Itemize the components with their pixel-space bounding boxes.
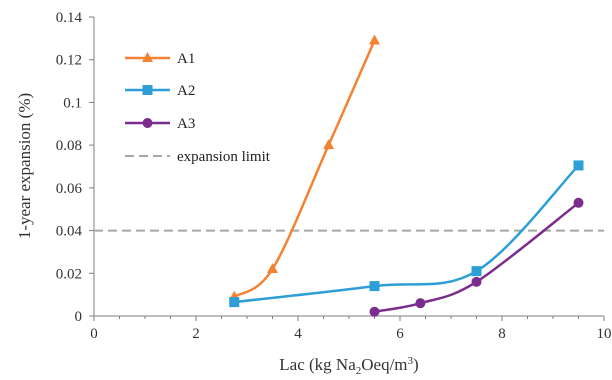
x-tick-label: 10 (597, 326, 612, 342)
x-axis-title-sup: 3 (408, 355, 414, 367)
series-a3-point (369, 306, 380, 317)
x-tick-label: 0 (90, 326, 98, 342)
series-a1-line (233, 39, 376, 298)
y-tick-label: 0 (75, 309, 83, 325)
legend-a1-marker (142, 52, 153, 62)
series-a2-line (234, 164, 580, 304)
series-a1-point (323, 139, 335, 150)
y-tick-label: 0.14 (56, 10, 83, 26)
legend-a1-label: A1 (177, 51, 195, 67)
series-a2-point (229, 297, 240, 308)
y-tick-label: 0.12 (56, 53, 82, 69)
y-tick-label: 0.06 (56, 181, 83, 197)
x-tick-label: 6 (396, 326, 404, 342)
y-tick-label: 0.02 (56, 266, 82, 282)
series-a1-point (267, 263, 278, 274)
series-a3-point (415, 298, 426, 309)
x-tick-label: 4 (294, 326, 302, 342)
series-a3-point (471, 276, 482, 287)
series-a3-line (374, 201, 580, 313)
x-axis-title-mid: Oeq/m (361, 355, 407, 374)
y-tick-label: 0.1 (63, 95, 82, 111)
legend-a3-label: A3 (177, 116, 195, 132)
axes (93, 17, 604, 317)
legend: A1 A2 A3 expansion limit (125, 51, 271, 165)
legend-limit-label: expansion limit (177, 149, 271, 165)
series-a2-point (369, 281, 380, 292)
y-tick-label: 0.04 (56, 224, 83, 240)
x-tick-label: 2 (192, 326, 200, 342)
legend-a2-marker (142, 85, 153, 95)
y-tick-label: 0.08 (56, 138, 82, 154)
legend-a3-marker (142, 118, 153, 128)
series-a2-point (471, 266, 482, 277)
x-axis-title-pre: Lac (kg Na (279, 355, 356, 374)
series-group (228, 34, 584, 317)
y-axis-title: 1-year expansion (%) (15, 93, 34, 239)
series-a1-point (369, 34, 380, 45)
x-axis-title: Lac (kg Na2Oeq/m3) (279, 355, 418, 377)
x-axis-title-post: ) (413, 355, 419, 374)
series-a3-point (573, 197, 584, 208)
series-a2-point (573, 160, 584, 171)
x-tick-label: 8 (498, 326, 506, 342)
x-axis-title-sub: 2 (356, 365, 362, 377)
legend-a2-label: A2 (177, 83, 195, 99)
ticks: 0 2 4 6 8 10 0 0.02 0.04 0.06 0.08 0.1 0.12 0.14 (56, 10, 612, 342)
